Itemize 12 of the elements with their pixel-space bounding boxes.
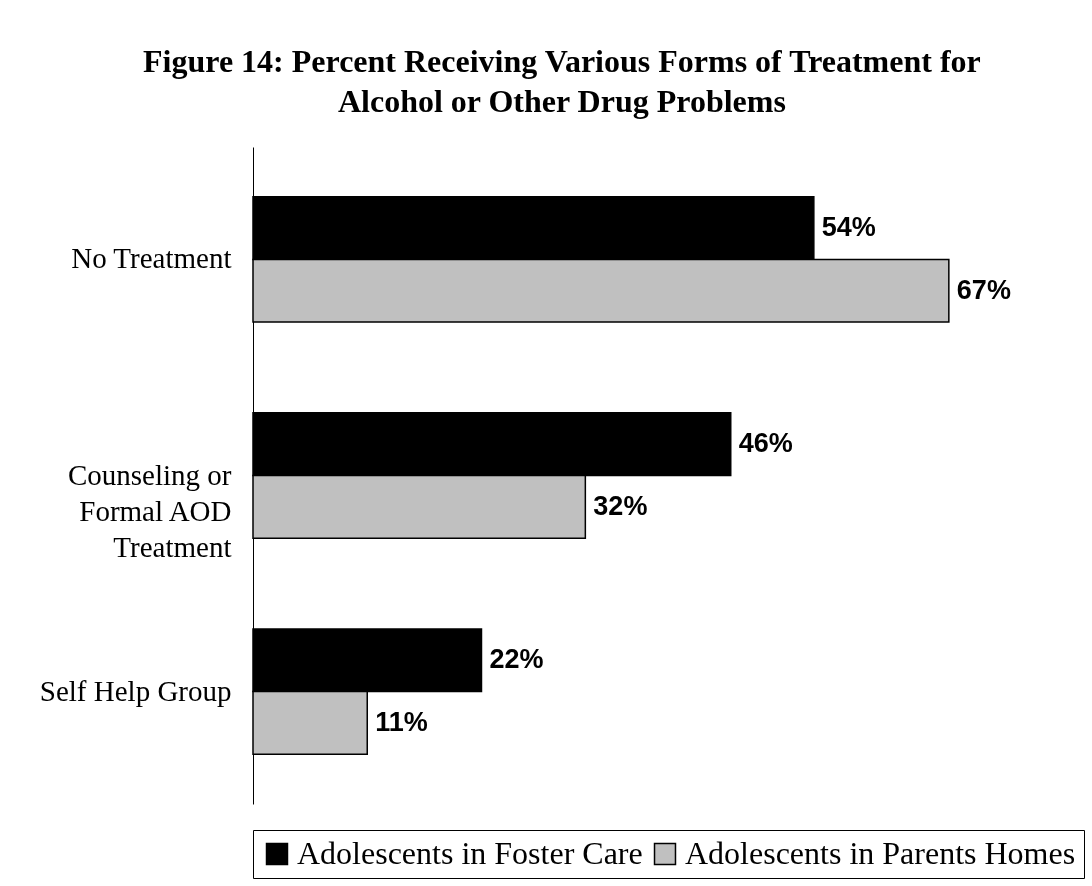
legend-label: Adolescents in Parents Homes [685, 835, 1076, 871]
legend-label: Adolescents in Foster Care [297, 835, 643, 871]
y-tick-label: No Treatment [71, 242, 232, 275]
data-label: 32% [593, 490, 648, 521]
data-label: 46% [738, 428, 793, 459]
y-tick-label: Self Help Group [39, 674, 232, 707]
data-label: 67% [956, 274, 1011, 305]
data-label: 22% [489, 644, 544, 675]
y-tick-label: Counseling or Formal AOD Treatment [67, 458, 232, 563]
chart-title: Figure 14: Percent Receiving Various Forms of Treatment for Alcohol or Other Drug Problems [143, 43, 981, 119]
data-label: 54% [821, 212, 876, 243]
data-label: 11% [375, 706, 428, 737]
